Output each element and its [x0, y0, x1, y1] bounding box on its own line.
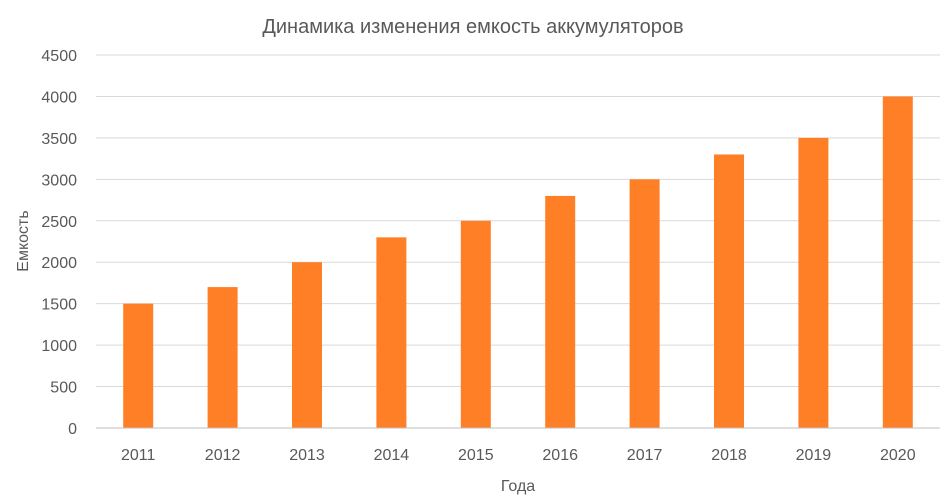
x-tick-label: 2013 — [289, 447, 325, 464]
y-tick-label: 1000 — [41, 338, 77, 355]
bars — [123, 96, 913, 428]
y-tick-label: 1500 — [41, 297, 77, 314]
bar-2018 — [714, 154, 744, 428]
bar-2011 — [123, 303, 154, 428]
y-tick-label: 4000 — [41, 89, 77, 106]
bar-2014 — [376, 237, 407, 428]
x-axis-ticks: 2011 2012 2013 2014 2015 2016 2017 2018 2019 2020 — [121, 447, 916, 464]
y-axis-ticks: 0 500 1000 1500 2000 2500 3000 3500 4000 4500 — [41, 48, 77, 438]
y-axis-label: Емкость — [15, 210, 32, 271]
chart-title: Динамика изменения емкость аккумуляторов — [262, 16, 683, 38]
x-tick-label: 2019 — [796, 447, 832, 464]
x-tick-label: 2014 — [374, 447, 410, 464]
bar-2020 — [882, 96, 913, 428]
x-tick-label: 2016 — [542, 447, 578, 464]
x-tick-label: 2011 — [121, 447, 156, 464]
x-tick-label: 2017 — [627, 447, 663, 464]
y-tick-label: 500 — [50, 380, 77, 397]
bar-2013 — [292, 262, 322, 428]
y-tick-label: 2500 — [41, 214, 77, 231]
x-axis-label: Года — [501, 478, 535, 495]
bar-2017 — [629, 179, 660, 428]
x-tick-label: 2012 — [205, 447, 241, 464]
y-tick-label: 4500 — [41, 48, 77, 65]
y-tick-label: 3000 — [41, 172, 77, 189]
bar-2016 — [545, 195, 576, 428]
y-tick-label: 0 — [68, 421, 77, 438]
bar-2012 — [207, 287, 238, 428]
x-tick-label: 2020 — [880, 447, 916, 464]
x-tick-label: 2015 — [458, 447, 494, 464]
bar-2015 — [460, 220, 491, 428]
y-tick-label: 3500 — [41, 131, 77, 148]
x-tick-label: 2018 — [711, 447, 747, 464]
y-tick-label: 2000 — [41, 255, 77, 272]
bar-2019 — [798, 137, 829, 428]
